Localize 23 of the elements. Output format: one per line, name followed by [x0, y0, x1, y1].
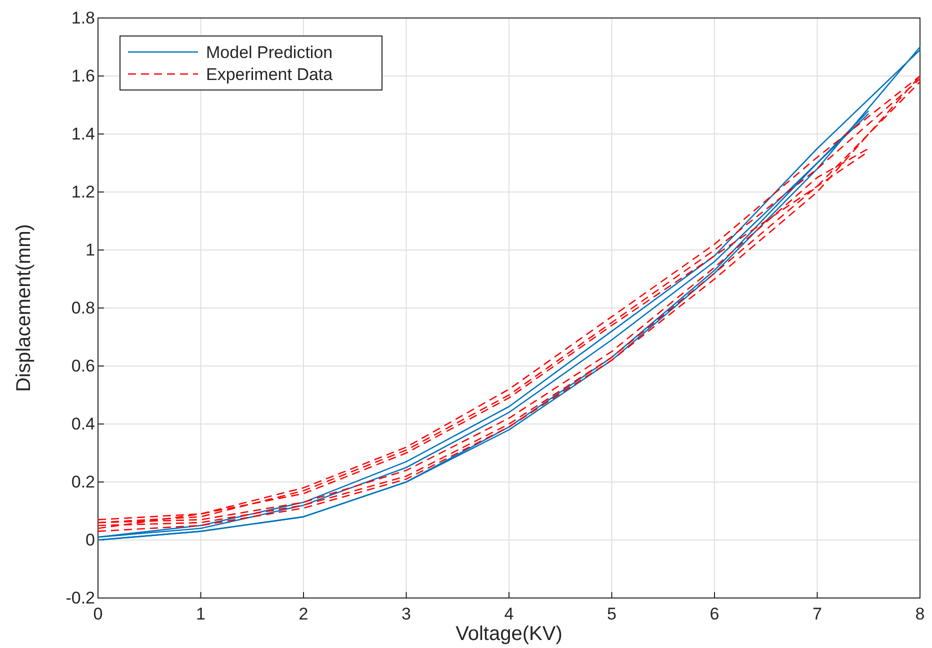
- y-axis-title: Displacement(mm): [13, 224, 35, 392]
- y-tick-label: 0: [86, 530, 95, 550]
- legend-label: Model Prediction: [206, 43, 333, 62]
- y-tick-label: 1.8: [71, 8, 95, 28]
- x-tick-label: 3: [402, 604, 411, 624]
- legend-label: Experiment Data: [206, 65, 334, 84]
- y-tick-label: 0.8: [71, 298, 95, 318]
- x-tick-label: 5: [607, 604, 616, 624]
- y-tick-label: 0.4: [71, 414, 95, 434]
- x-tick-label: 2: [298, 604, 308, 624]
- x-axis-title: Voltage(KV): [456, 623, 562, 645]
- y-tick-label: 1.6: [71, 66, 95, 86]
- x-tick-label: 1: [196, 604, 206, 624]
- y-tick-label: -0.2: [66, 588, 95, 608]
- y-tick-label: 1.4: [71, 124, 95, 144]
- y-tick-label: 0.2: [71, 472, 95, 492]
- x-tick-label: 7: [812, 604, 822, 624]
- x-tick-label: 8: [915, 604, 925, 624]
- y-tick-label: 0.6: [71, 356, 95, 376]
- y-tick-label: 1.2: [71, 182, 95, 202]
- x-tick-label: 4: [504, 604, 514, 624]
- x-tick-label: 6: [710, 604, 720, 624]
- y-tick-label: 1: [86, 240, 95, 260]
